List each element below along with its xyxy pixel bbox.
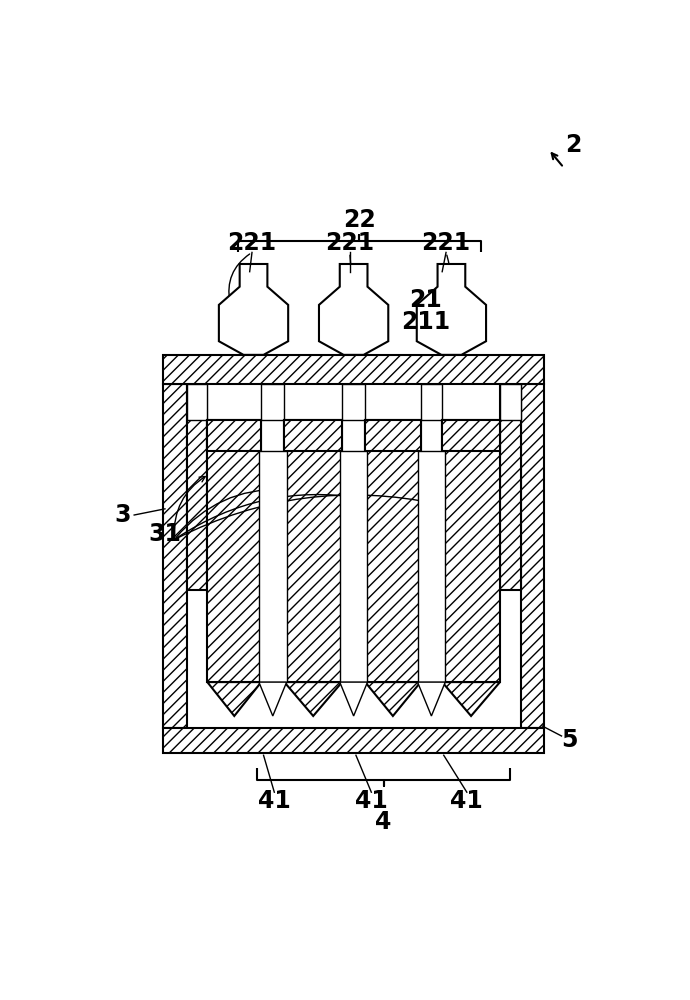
Polygon shape: [417, 682, 445, 716]
Text: 221: 221: [325, 231, 375, 255]
Bar: [164, 384, 186, 728]
Bar: [342, 384, 365, 420]
Polygon shape: [442, 682, 500, 716]
Text: 211: 211: [401, 310, 450, 334]
Bar: [365, 420, 421, 682]
Bar: [365, 420, 421, 451]
Text: 21: 21: [409, 288, 442, 312]
Polygon shape: [284, 682, 342, 716]
Bar: [207, 420, 262, 682]
Text: 41: 41: [451, 789, 483, 813]
Bar: [186, 384, 207, 420]
Text: 22: 22: [344, 208, 376, 232]
Polygon shape: [259, 682, 286, 716]
Polygon shape: [207, 682, 262, 716]
Text: 41: 41: [355, 789, 388, 813]
Polygon shape: [319, 264, 388, 355]
Polygon shape: [417, 264, 486, 355]
Bar: [262, 384, 284, 420]
Bar: [186, 384, 207, 590]
Bar: [421, 384, 442, 420]
Bar: [164, 355, 544, 384]
Text: 4: 4: [375, 810, 392, 834]
Bar: [207, 420, 262, 451]
Text: 5: 5: [561, 728, 578, 752]
Bar: [442, 420, 500, 682]
Text: 3: 3: [115, 503, 131, 527]
Text: 31: 31: [148, 522, 181, 546]
Bar: [521, 384, 544, 728]
Bar: [284, 420, 342, 682]
Bar: [284, 420, 342, 451]
Polygon shape: [365, 682, 421, 716]
Bar: [500, 384, 521, 590]
Bar: [442, 420, 500, 451]
Bar: [259, 451, 286, 682]
Bar: [500, 384, 521, 420]
Text: 41: 41: [258, 789, 290, 813]
Polygon shape: [339, 682, 368, 716]
Bar: [164, 728, 544, 753]
Text: 221: 221: [228, 231, 277, 255]
Polygon shape: [219, 264, 288, 355]
Text: 2: 2: [565, 133, 581, 157]
Bar: [417, 451, 445, 682]
Bar: [339, 451, 368, 682]
Text: 221: 221: [422, 231, 471, 255]
